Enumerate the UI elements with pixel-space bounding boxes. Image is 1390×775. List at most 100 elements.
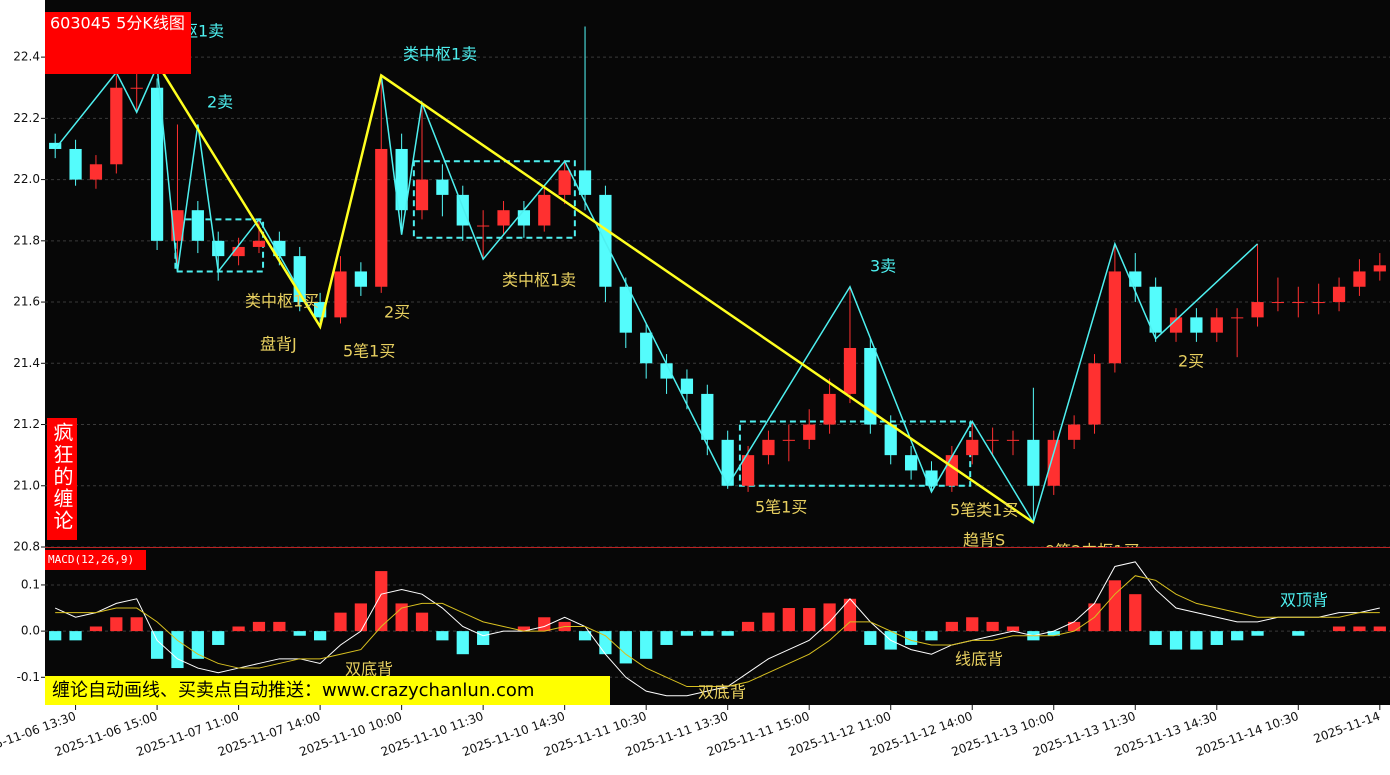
candle-body [904, 455, 918, 471]
y-tick-label: 22.4 [13, 50, 40, 64]
macd-bar [252, 621, 266, 632]
candle-body [1068, 424, 1081, 440]
candle-body [538, 194, 551, 226]
macd-title: MACD(12,26,9) [48, 553, 134, 566]
stroke-line [54, 63, 1259, 525]
pivot-zone [412, 160, 576, 239]
macd-bar [986, 621, 999, 632]
macd-bar [864, 631, 877, 645]
candle-body [884, 424, 897, 456]
annotation: 2买 [1178, 352, 1204, 371]
candle-body [273, 240, 286, 257]
candle-body [782, 439, 795, 441]
macd-bar [1231, 631, 1244, 641]
macd-bar [89, 626, 103, 632]
candle-body [375, 148, 388, 287]
macd-bar [741, 621, 755, 632]
macd-bar [1047, 631, 1060, 636]
candle-body [456, 194, 469, 226]
annotation: 9笔2中枢1买 [1045, 542, 1140, 561]
banner-box [45, 676, 610, 705]
candle-body [1088, 363, 1101, 425]
candle-body [130, 87, 143, 89]
candle-body [803, 424, 816, 440]
candle-body [1353, 271, 1366, 287]
candle-body [1231, 317, 1244, 319]
banner: 缠论自动画线、买卖点自动推送：www.crazychanlun.com [52, 680, 534, 701]
macd-bar [966, 617, 979, 632]
macd-bar [925, 631, 938, 641]
candle-body [558, 170, 571, 195]
macd-bar [1332, 626, 1346, 632]
annotation: 类中枢1卖 [403, 45, 477, 64]
candle-body [477, 225, 490, 227]
candle-body [1108, 271, 1121, 364]
candle-body [660, 363, 673, 379]
macd-bar [436, 631, 449, 641]
macd-bar [578, 631, 592, 641]
annotation: 5笔1买 [755, 498, 807, 517]
macd-bar [803, 608, 816, 632]
macd-bar [1292, 631, 1305, 636]
macd-bar [1149, 631, 1162, 645]
segment-line [156, 62, 1035, 524]
candle-body [110, 87, 123, 165]
candle-body [334, 271, 347, 318]
annotation: 双底背 [698, 683, 746, 702]
candle-body [1312, 302, 1325, 304]
candle-body [191, 210, 204, 241]
macd-bar [660, 631, 673, 645]
macd-bar [517, 626, 531, 632]
candle-body [354, 271, 367, 287]
y-tick-label: 20.8 [13, 540, 40, 554]
macd-bar [1190, 631, 1203, 650]
candle-body [1129, 271, 1142, 287]
macd-bar [1373, 626, 1386, 632]
candle-body [1169, 317, 1183, 333]
candle-body [49, 142, 62, 149]
candle-body [232, 246, 245, 257]
candle-body [986, 439, 999, 441]
macd-bar [640, 631, 653, 659]
candle-body [925, 470, 938, 486]
macd-bar [619, 631, 632, 664]
price-panel: 类中枢1卖2卖类中枢1卖类中枢1买盘背J5笔1买2买类中枢1卖3卖5笔1买5笔类… [45, 22, 1390, 561]
annotation: 双底背 [345, 660, 393, 679]
candle-body [762, 439, 775, 456]
macd-bar [415, 612, 429, 632]
candle-body [1190, 317, 1203, 333]
macd-bar [945, 621, 958, 632]
y-tick-label: 21.0 [13, 478, 40, 492]
macd-bar [1210, 631, 1223, 645]
candle-body [966, 439, 979, 456]
candle-body [823, 393, 836, 425]
macd-bar [1108, 580, 1121, 632]
y-tick-label: 22.0 [13, 172, 40, 186]
candle-body [517, 210, 531, 226]
annotation: 5笔1买 [343, 342, 395, 361]
side-label: 疯狂的缠论 [50, 422, 74, 532]
candle-body [741, 455, 755, 486]
candle-body [578, 170, 592, 195]
candle-body [150, 87, 164, 241]
macd-bar [1169, 631, 1183, 650]
x-tick-label: 2025-11-14 [1312, 709, 1382, 746]
candle-body [701, 393, 714, 440]
chart-title: 603045 5分K线图 [50, 14, 185, 33]
macd-bar [49, 631, 62, 641]
annotation: 线底背 [955, 650, 1003, 669]
annotation: 盘背J [260, 335, 297, 354]
macd-bar [477, 631, 490, 645]
macd-bar [293, 631, 306, 636]
candle-body [843, 347, 857, 394]
y-tick-label: 0.0 [21, 624, 40, 638]
candle-body [619, 286, 632, 333]
macd-bar [354, 603, 367, 632]
annotation: 2卖 [207, 93, 233, 112]
macd-bar [110, 617, 123, 632]
candle-body [1047, 439, 1060, 486]
annotation: 5笔类1买 [950, 501, 1018, 520]
annotation: 2买 [384, 303, 410, 322]
